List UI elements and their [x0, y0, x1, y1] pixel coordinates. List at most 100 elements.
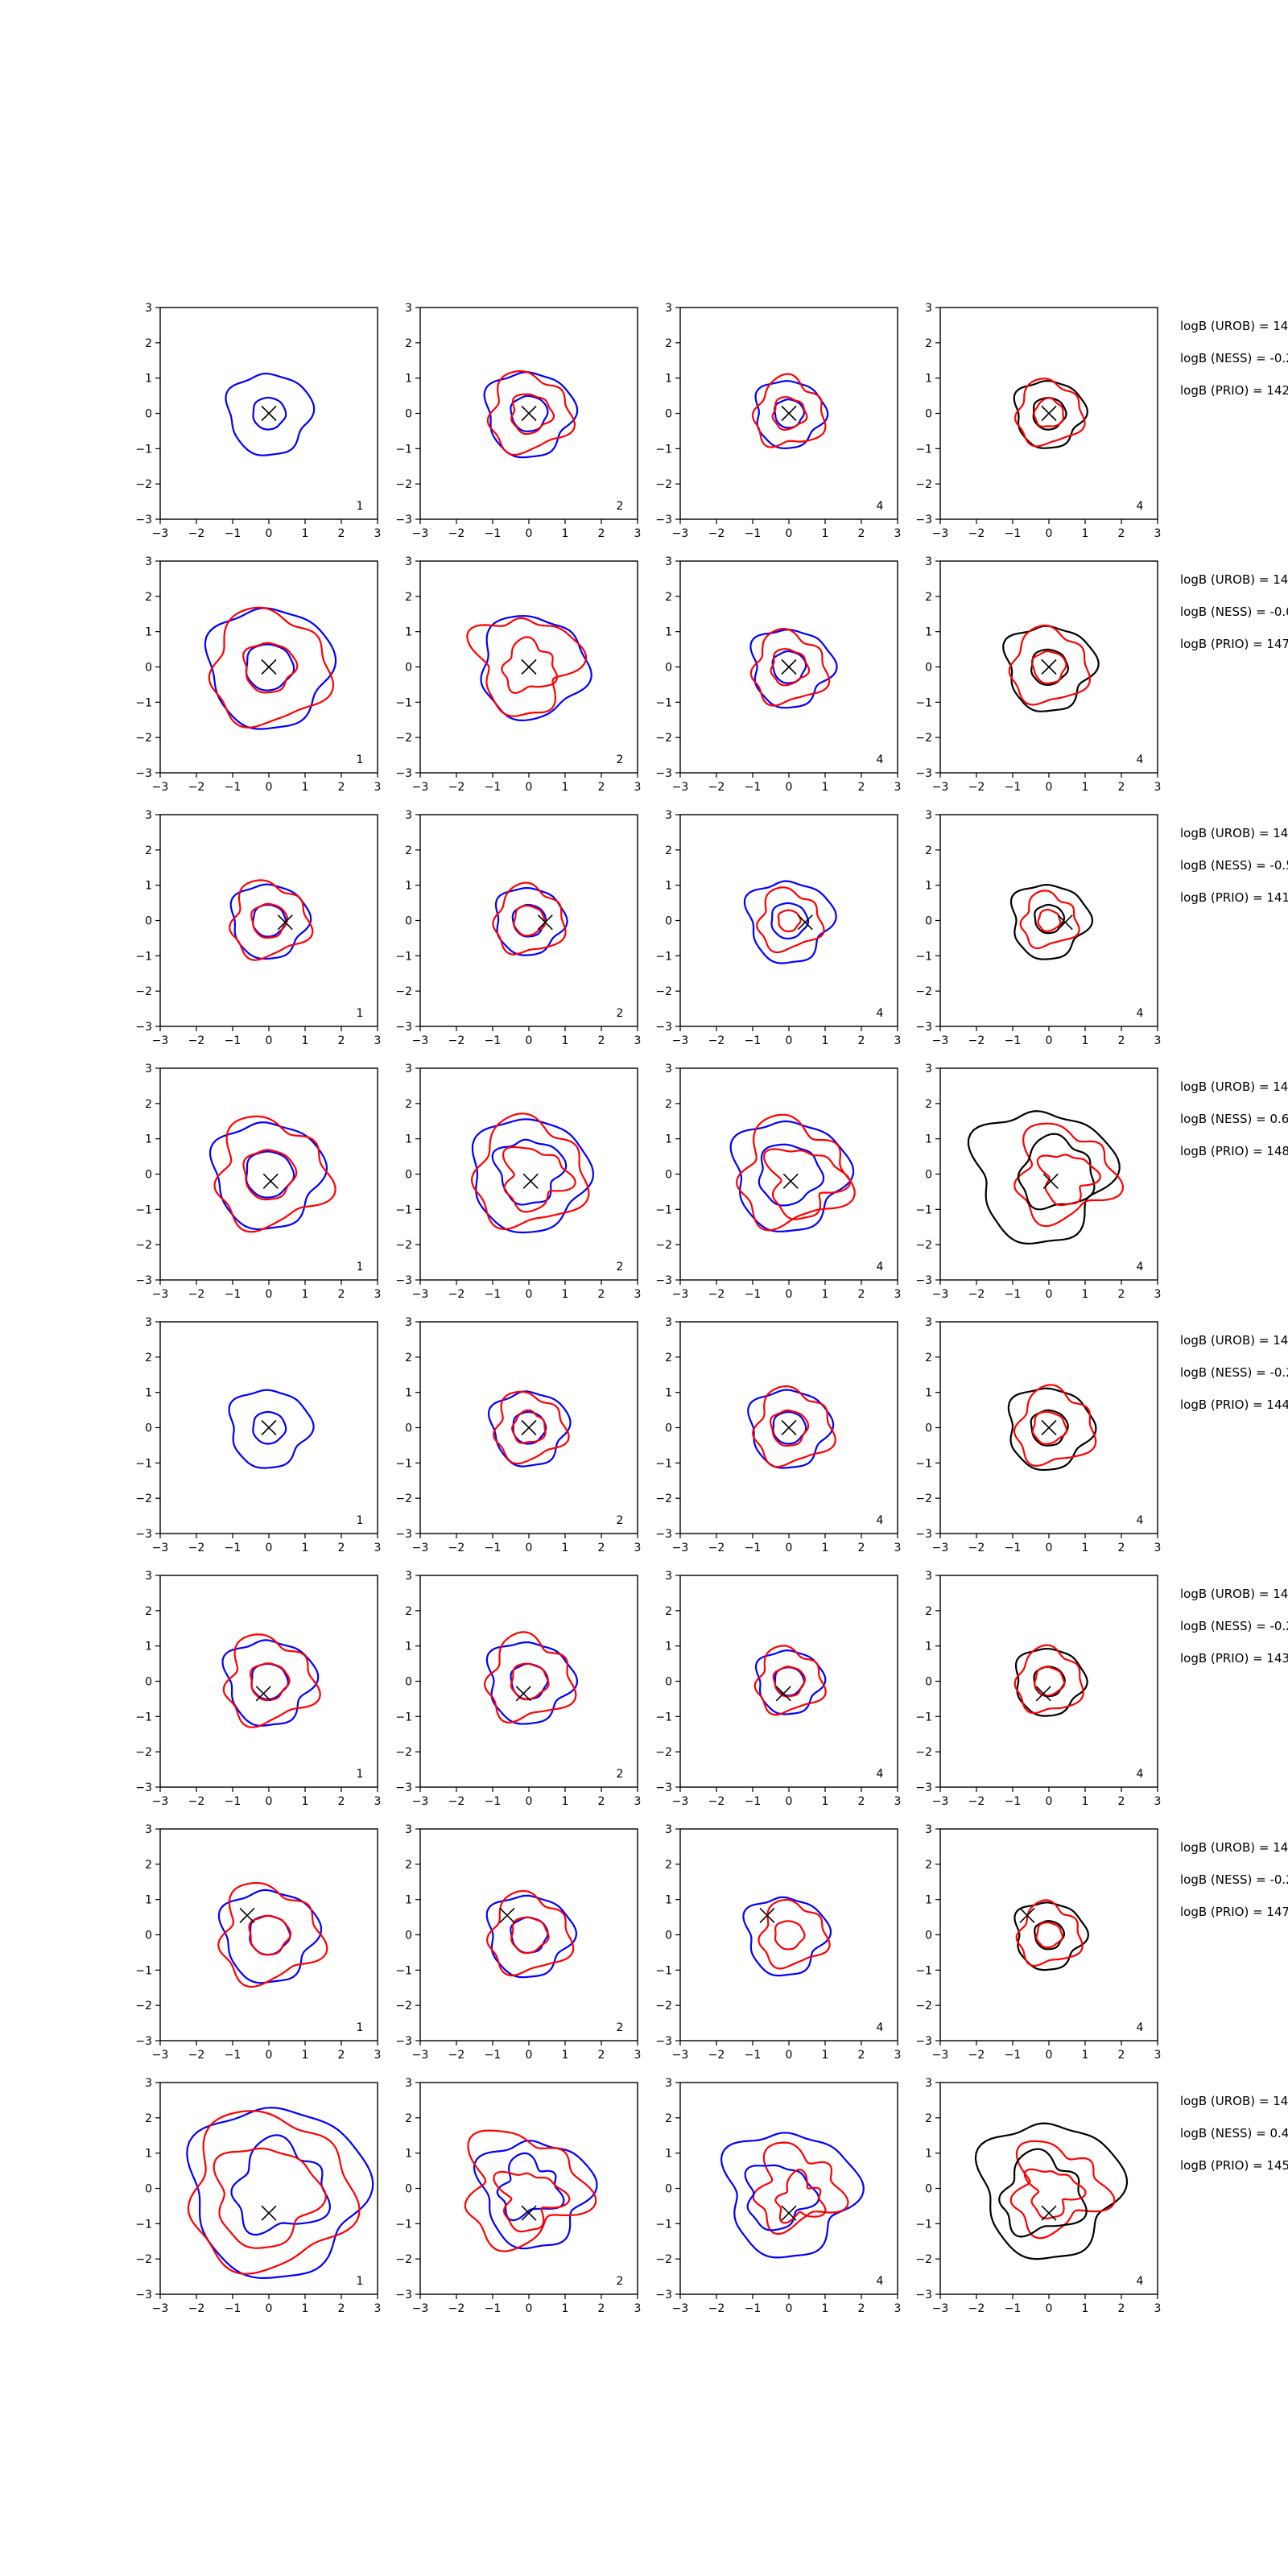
y-tick-label: −3 — [655, 1528, 672, 1541]
x-marker — [1041, 658, 1057, 675]
x-tick-label: 3 — [894, 2049, 902, 2062]
x-tick-label: 1 — [562, 1795, 569, 1808]
y-tick-label: −3 — [395, 1781, 412, 1794]
contour-blue-1 — [755, 1649, 827, 1715]
axes-frame — [159, 1575, 378, 1788]
y-tick-label: −1 — [395, 1711, 412, 1724]
x-tick-label: −2 — [188, 2049, 205, 2062]
contour-group — [483, 1631, 579, 1725]
y-tick-label: −2 — [915, 2253, 932, 2266]
contour-red-2 — [753, 1645, 827, 1716]
x-tick-label: 2 — [338, 1288, 345, 1301]
x-tick-label: −1 — [225, 1034, 242, 1047]
x-tick-label: −1 — [745, 2302, 762, 2315]
x-tick-label: 0 — [266, 2302, 273, 2315]
panel-r4-c1: −3 −2 −1 0 1 2 3 −3 −2 −1 0 1 2 3 1 — [135, 1063, 381, 1301]
contour-group — [228, 1389, 315, 1469]
panel-label: 2 — [617, 753, 624, 766]
contour-blue-3 — [496, 2152, 565, 2222]
x-tick-label: −1 — [1005, 2049, 1022, 2062]
x-tick-label: −1 — [225, 1288, 242, 1301]
x-tick-label: 2 — [1118, 781, 1125, 794]
y-tick-label: 0 — [405, 2183, 412, 2196]
x-tick-label: 3 — [634, 2049, 642, 2062]
y-tick-label: −3 — [135, 2035, 152, 2048]
y-tick-label: −3 — [915, 767, 932, 780]
y-tick-label: 1 — [145, 2148, 152, 2161]
x-tick-label: −2 — [448, 1542, 465, 1554]
axes-frame — [939, 1575, 1158, 1788]
x-marker — [1041, 405, 1057, 422]
row-annotation-1: logB (UROB) = 147 — [1180, 1840, 1288, 1855]
y-tick-label: 2 — [925, 1605, 932, 1618]
y-tick-label: 3 — [925, 555, 932, 568]
y-tick-label: 0 — [925, 1169, 932, 1182]
y-tick-label: 2 — [665, 1859, 672, 1872]
x-tick-label: −2 — [708, 2049, 725, 2062]
y-tick-label: 0 — [145, 915, 152, 928]
y-tick-label: 1 — [925, 2148, 932, 2161]
x-marker — [239, 1907, 255, 1923]
contour-blue-1 — [749, 629, 838, 709]
y-tick-label: −2 — [395, 2000, 412, 2013]
x-tick-label: −3 — [672, 527, 689, 540]
x-marker — [261, 1419, 277, 1436]
contour-blue-1 — [494, 886, 568, 956]
contour-red-3 — [501, 636, 558, 694]
y-tick-label: 2 — [145, 844, 152, 857]
axes-frame — [159, 814, 378, 1027]
y-tick-label: −1 — [135, 1457, 152, 1470]
x-tick-label: 1 — [822, 527, 829, 540]
x-tick-label: 2 — [1118, 2049, 1125, 2062]
x-tick-label: 2 — [1118, 1288, 1125, 1301]
x-tick-label: 3 — [894, 2302, 902, 2315]
x-tick-label: −1 — [745, 1542, 762, 1554]
contour-blue-3 — [772, 1410, 807, 1445]
contour-blue-1 — [186, 2107, 374, 2280]
panel-label: 4 — [1137, 753, 1144, 766]
y-tick-label: −1 — [135, 2218, 152, 2231]
panel-r3-c4: −3 −2 −1 0 1 2 3 −3 −2 −1 0 1 2 3 4 — [915, 809, 1161, 1047]
contour-red-4 — [242, 1149, 298, 1201]
y-tick-label: 3 — [145, 555, 152, 568]
contour-red-4 — [1034, 1666, 1066, 1697]
x-tick-label: 0 — [526, 781, 533, 794]
row-annotation-2: logB (NESS) = 0.66 — [1180, 1112, 1288, 1126]
contour-red-4 — [510, 1916, 550, 1955]
y-tick-label: −2 — [915, 478, 932, 491]
y-tick-label: 3 — [405, 2077, 412, 2090]
x-tick-label: −2 — [188, 1034, 205, 1047]
y-tick-label: 2 — [405, 2112, 412, 2125]
y-tick-label: −3 — [655, 1274, 672, 1287]
x-tick-label: −1 — [1005, 1795, 1022, 1808]
y-tick-label: 1 — [405, 1133, 412, 1146]
contour-black-1 — [1002, 625, 1100, 712]
contour-red-2 — [749, 627, 831, 707]
x-tick-label: −3 — [152, 781, 169, 794]
x-tick-label: −1 — [485, 2049, 502, 2062]
row-annotation-2: logB (NESS) = -0.2 — [1180, 1619, 1288, 1633]
x-marker — [781, 2205, 797, 2221]
x-marker — [1041, 1419, 1057, 1436]
x-tick-label: −2 — [708, 1795, 725, 1808]
y-tick-label: 1 — [925, 1641, 932, 1653]
row-annotation-1: logB (UROB) = 141 — [1180, 826, 1288, 840]
x-tick-label: −2 — [968, 527, 985, 540]
y-tick-label: 3 — [925, 809, 932, 822]
y-tick-label: −3 — [655, 767, 672, 780]
panel-label: 4 — [1137, 1007, 1144, 1020]
contour-red-2 — [752, 1385, 836, 1468]
x-tick-label: 2 — [858, 781, 865, 794]
x-tick-label: −2 — [448, 1795, 465, 1808]
axes-frame — [419, 1575, 638, 1788]
axes-frame — [679, 1575, 898, 1788]
y-tick-label: 0 — [145, 1169, 152, 1182]
axes-frame — [419, 1067, 638, 1281]
x-marker — [255, 1686, 271, 1702]
y-tick-label: −2 — [915, 1746, 932, 1759]
x-marker — [1041, 2205, 1057, 2221]
contour-red-4 — [510, 1409, 547, 1444]
y-tick-label: −2 — [395, 1492, 412, 1505]
x-tick-label: −1 — [485, 1542, 502, 1554]
y-tick-label: 3 — [405, 302, 412, 315]
